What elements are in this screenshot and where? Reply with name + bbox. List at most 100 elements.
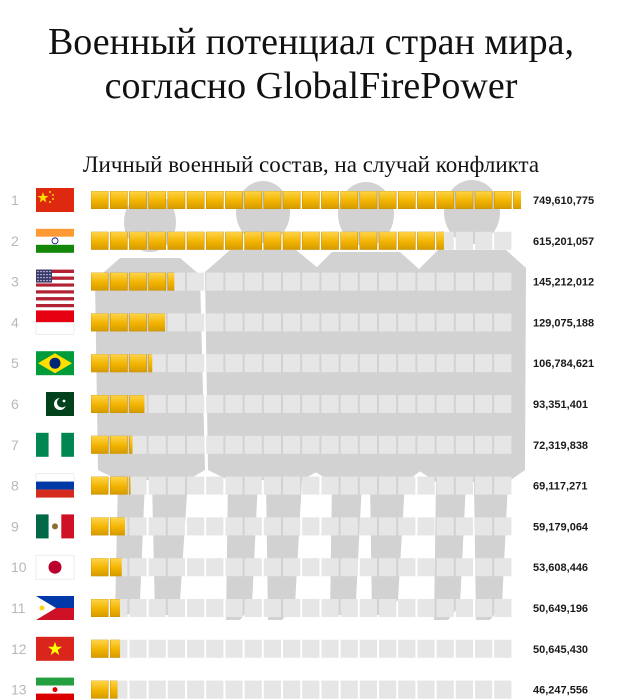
bar-segment	[359, 191, 378, 209]
bar	[91, 476, 131, 495]
bar-track-segment	[187, 680, 205, 699]
bar-segment	[91, 354, 109, 373]
bar-track-segment	[417, 272, 435, 291]
bar-track-segment	[436, 599, 454, 617]
bar-track-segment	[417, 680, 435, 699]
bar-track-segment	[398, 517, 416, 536]
bar-segment	[225, 191, 243, 209]
bar-track-segment	[263, 680, 281, 699]
bar-track-segment	[475, 558, 493, 577]
chart-row: 4 129,075,188	[11, 310, 594, 335]
bar-segment	[167, 191, 186, 209]
bar-track-segment	[148, 680, 166, 699]
chart-row: 9 59,179,064	[11, 514, 589, 539]
bar-track-segment	[206, 476, 224, 495]
bar-segment	[129, 272, 147, 291]
bar-track-segment	[494, 313, 512, 332]
bar-track-segment	[167, 313, 185, 332]
bar-segment	[129, 354, 147, 373]
value-label: 50,645,430	[533, 644, 588, 656]
bar-track-segment	[244, 435, 262, 454]
bar-track-segment	[302, 639, 320, 658]
bar-segment	[263, 231, 282, 250]
bar-track-segment	[379, 639, 397, 658]
bar-track-segment	[417, 435, 435, 454]
bar-track-segment	[494, 680, 512, 699]
bar-track-segment	[321, 476, 339, 495]
bar-track-segment	[167, 599, 185, 617]
bar-track-segment	[263, 517, 281, 536]
bar-track-segment	[148, 639, 166, 658]
bar-track-segment	[436, 517, 454, 536]
flag-brazil-icon	[36, 351, 74, 376]
bar-segment	[109, 476, 128, 495]
bar-track-segment	[225, 313, 243, 332]
bar-track-segment	[244, 558, 262, 577]
rank-label: 2	[11, 233, 19, 249]
bar-segment	[91, 313, 109, 332]
bar-track-segment	[187, 599, 205, 617]
bar-track-segment	[359, 272, 377, 291]
bar-segment	[109, 517, 125, 536]
bar-track-segment	[129, 517, 147, 536]
bar-track-segment	[148, 599, 166, 617]
bar-track-segment	[494, 395, 512, 413]
bar-track-segment	[417, 476, 435, 495]
bar-track-segment	[321, 435, 339, 454]
bar-segment	[244, 231, 263, 250]
chart-row: 3 145,212,012	[11, 269, 594, 315]
rank-label: 13	[11, 682, 27, 698]
bar-track-segment	[417, 517, 435, 536]
bar-segment	[91, 435, 109, 454]
bar-track-segment	[244, 517, 262, 536]
value-label: 59,179,064	[533, 521, 589, 533]
bar-track-segment	[321, 599, 339, 617]
bar-track-segment	[283, 639, 301, 658]
flag-pakistan-icon	[36, 392, 74, 416]
bar	[91, 558, 122, 577]
bar-segment	[109, 680, 118, 699]
bar-track-segment	[167, 558, 185, 577]
bar	[91, 680, 118, 699]
rank-label: 6	[11, 396, 19, 412]
bar-track-segment	[455, 558, 473, 577]
bar-track-segment	[225, 517, 243, 536]
bar	[91, 191, 521, 209]
bar-track-segment	[494, 435, 512, 454]
bar-segment	[493, 191, 512, 209]
flag-russia-icon	[35, 473, 75, 498]
bar-track-segment	[263, 354, 281, 373]
bar-segment	[340, 191, 359, 209]
bar-segment	[91, 476, 109, 495]
bar-track-segment	[206, 680, 224, 699]
chart-row: 2 615,201,057	[11, 228, 594, 253]
bar-track-segment	[225, 639, 243, 658]
bar-track-segment	[129, 435, 147, 454]
bar-segment	[109, 313, 128, 332]
bar-track-segment	[225, 599, 243, 617]
bar-track-segment	[475, 680, 493, 699]
bar-track-segment	[359, 313, 377, 332]
bar-track-segment	[302, 354, 320, 373]
bar-track-segment	[148, 435, 166, 454]
rank-label: 1	[11, 192, 19, 208]
bar-track-segment	[148, 476, 166, 495]
bar-track-segment	[359, 435, 377, 454]
chart-title-line2: согласно GlobalFirePower	[104, 65, 518, 107]
bar-track-segment	[167, 435, 185, 454]
bar-segment	[91, 517, 109, 536]
value-label: 46,247,556	[533, 685, 588, 697]
bar-track-segment	[359, 395, 377, 413]
bar-track-segment	[379, 680, 397, 699]
bar-track-segment	[455, 639, 473, 658]
bar-segment	[397, 231, 416, 250]
bar-segment	[91, 558, 109, 577]
chart-title: Военный потенциал стран мира, согласно G…	[0, 20, 622, 108]
bar	[91, 395, 145, 413]
bar-track-segment	[475, 231, 493, 250]
bar-segment	[109, 435, 128, 454]
bar-segment	[436, 231, 444, 250]
bar-track-segment	[167, 395, 185, 413]
bar-segment	[109, 354, 128, 373]
rank-label: 7	[11, 437, 19, 453]
